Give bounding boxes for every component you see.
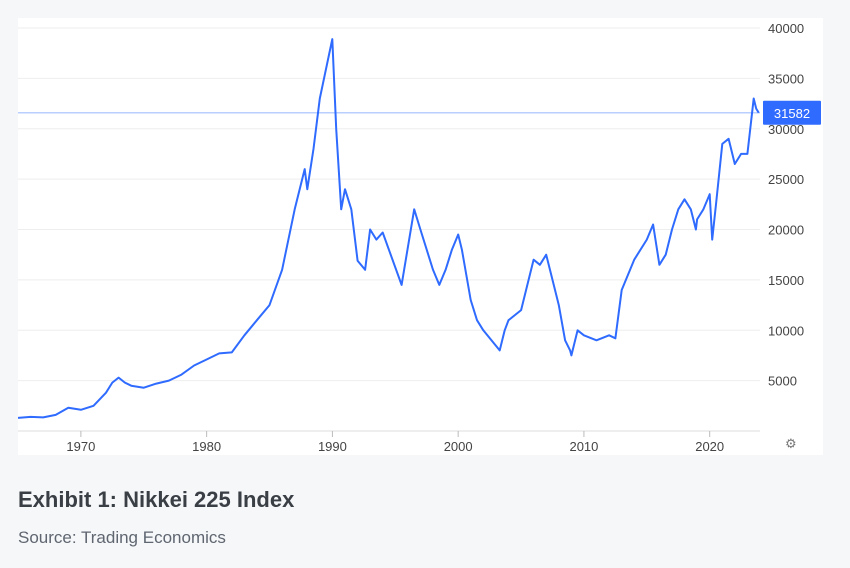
y-tick-label: 30000 — [768, 122, 804, 137]
y-tick-label: 25000 — [768, 172, 804, 187]
x-tick-label: 2010 — [569, 439, 598, 454]
price-label-text: 31582 — [774, 106, 810, 121]
price-label-group[interactable]: 31582 — [763, 100, 821, 125]
y-tick-label: 15000 — [768, 273, 804, 288]
grid-layer — [18, 27, 760, 382]
x-tick-label: 1990 — [318, 439, 347, 454]
nikkei-series-line — [18, 38, 760, 419]
x-tick-label: 2000 — [444, 439, 473, 454]
x-axis: 1970 1980 1990 2000 2010 2020 — [18, 430, 760, 454]
caption-title: Exhibit 1: Nikkei 225 Index — [18, 487, 295, 512]
x-tick-label: 1970 — [66, 439, 95, 454]
x-tick-label: 1980 — [192, 439, 221, 454]
chart-svg: 500010000150002000025000300003500040000 … — [18, 21, 821, 454]
y-tick-label: 40000 — [768, 21, 804, 36]
price-label-badge — [763, 100, 821, 125]
y-tick-label: 20000 — [768, 223, 804, 238]
settings-gear-icon[interactable]: ⚙ — [785, 437, 797, 452]
x-tick-label: 2020 — [695, 439, 724, 454]
caption-source: Source: Trading Economics — [18, 528, 226, 547]
chart-panel: 5000 10000 15000 20000 25000 30000 35000 40000 … — [18, 18, 823, 455]
y-tick-label: 35000 — [768, 71, 804, 86]
series-group — [18, 38, 760, 419]
y-axis: 5000 10000 15000 20000 25000 30000 35000 40000 — [768, 21, 804, 389]
y-tick-label: 5000 — [768, 374, 797, 389]
y-tick-label: 10000 — [768, 323, 804, 338]
